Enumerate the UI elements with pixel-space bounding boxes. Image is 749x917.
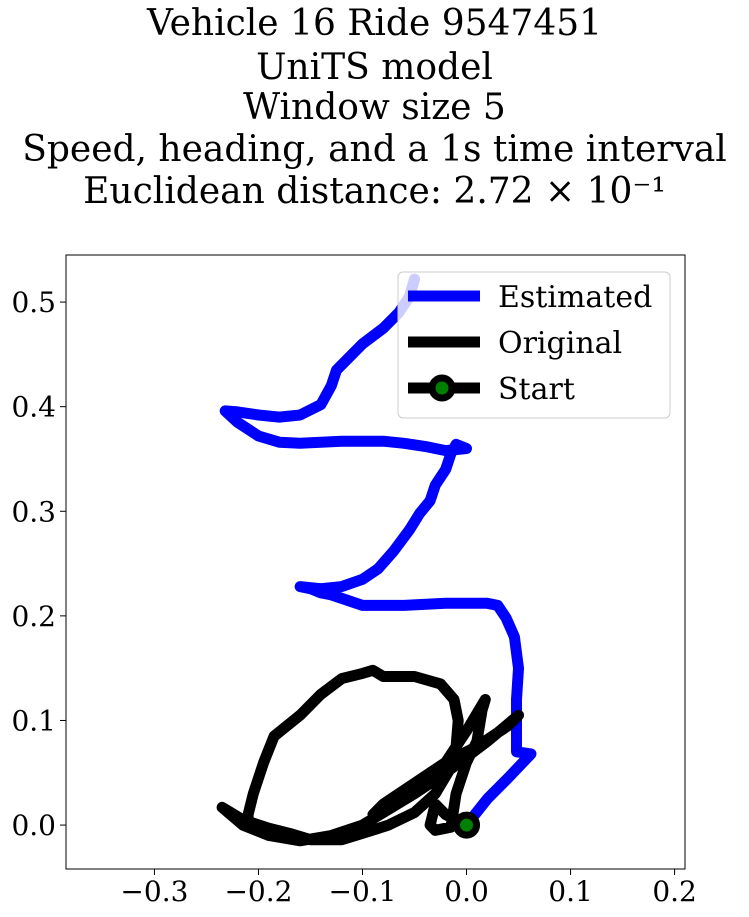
y-tick-label: 0.2 (11, 600, 56, 633)
chart-title-line-5: Euclidean distance: 2.72 × 10⁻¹ (83, 171, 666, 212)
x-tick-label: −0.1 (328, 875, 396, 908)
chart-title-line-3: Window size 5 (243, 87, 506, 128)
x-tick-label: 0.2 (652, 875, 697, 908)
x-tick-label: 0.0 (444, 875, 489, 908)
axis-ticks: −0.3 −0.2 −0.1 0.0 0.1 0.2 0.0 0.1 0.2 0.3 0.4 0.5 (11, 286, 696, 908)
legend: Estimated Original Start (397, 271, 671, 419)
y-tick-label: 0.1 (11, 704, 56, 737)
series-line-estimated (219, 273, 537, 831)
legend-start-marker (428, 374, 456, 402)
x-tick-label: −0.3 (120, 875, 188, 908)
series-layer (216, 273, 537, 847)
x-tick-label: 0.1 (548, 875, 593, 908)
start-point-marker (453, 811, 481, 839)
legend-box (397, 271, 671, 419)
legend-label-estimated: Estimated (498, 280, 652, 315)
chart-title-line-1: Vehicle 16 Ride 9547451 (146, 3, 603, 44)
chart-title-line-4: Speed, heading, and a 1s time interval (22, 129, 727, 170)
plot-area-frame (65, 254, 686, 870)
y-tick-label: 0.4 (11, 391, 56, 424)
legend-label-original: Original (498, 326, 622, 361)
chart-title-line-2: UniTS model (256, 47, 493, 88)
y-tick-label: 0.0 (11, 809, 56, 842)
legend-label-start: Start (498, 372, 575, 407)
series-line-original (216, 664, 524, 847)
x-tick-label: −0.2 (224, 875, 292, 908)
y-tick-label: 0.3 (11, 495, 56, 528)
y-tick-label: 0.5 (11, 286, 56, 319)
